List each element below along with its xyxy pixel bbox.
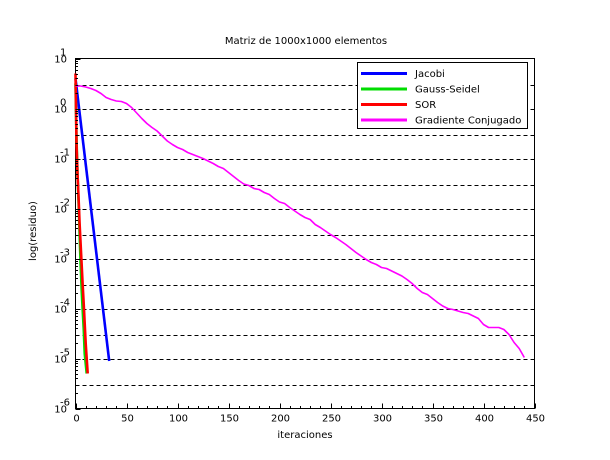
legend-entry: SOR xyxy=(415,100,436,111)
x-tick-label: 300 xyxy=(373,414,392,425)
grid-lines xyxy=(75,85,535,386)
series-line-4 xyxy=(75,85,525,358)
plot-area-frame xyxy=(75,58,535,409)
y-axis-label: log(residuo) xyxy=(28,201,39,261)
legend: Jacobi Gauss-Seidel SOR Gradiente Conjugado xyxy=(357,62,528,129)
y-tick-label: 10 xyxy=(54,255,67,266)
legend-entry: Gradiente Conjugado xyxy=(415,116,521,127)
x-tick-label: 50 xyxy=(121,414,134,425)
y-tick-exponent: -4 xyxy=(60,298,70,309)
x-tick-label: 350 xyxy=(424,414,443,425)
y-tick-label: 10 xyxy=(54,105,67,116)
x-axis-label: iteraciones xyxy=(277,430,332,441)
y-tick-label: 10 xyxy=(54,205,67,216)
x-tick-label: 400 xyxy=(475,414,494,425)
x-tick-label: 250 xyxy=(322,414,341,425)
y-tick-exponent: 1 xyxy=(60,48,66,59)
y-tick-exponent: 0 xyxy=(60,98,66,109)
x-tick-labels: 0 50 100 150 200 250 300 350 400 450 xyxy=(73,414,545,425)
y-tick-label: 10 xyxy=(54,55,67,66)
legend-entry: Jacobi xyxy=(414,69,445,80)
series-layer xyxy=(74,73,525,374)
x-tick-label: 200 xyxy=(271,414,290,425)
series-line-3 xyxy=(74,73,89,374)
legend-entry: Gauss-Seidel xyxy=(415,85,480,96)
y-tick-label: 10 xyxy=(54,305,67,316)
axes xyxy=(75,59,536,410)
y-tick-exponent: -6 xyxy=(60,398,70,409)
y-tick-label: 10 xyxy=(54,405,67,416)
x-tick-label: 150 xyxy=(220,414,239,425)
y-tick-exponent: -5 xyxy=(60,348,70,359)
y-tick-exponent: -1 xyxy=(60,148,70,159)
series-line-1 xyxy=(74,78,111,362)
x-tick-label: 100 xyxy=(169,414,188,425)
y-tick-exponent: -3 xyxy=(60,248,70,259)
x-tick-label: 450 xyxy=(526,414,545,425)
y-tick-label: 10 xyxy=(54,355,67,366)
x-tick-label: 0 xyxy=(73,414,79,425)
y-tick-label: 10 xyxy=(54,155,67,166)
y-tick-exponent: -2 xyxy=(60,198,70,209)
chart-title: Matriz de 1000x1000 elementos xyxy=(225,36,387,47)
